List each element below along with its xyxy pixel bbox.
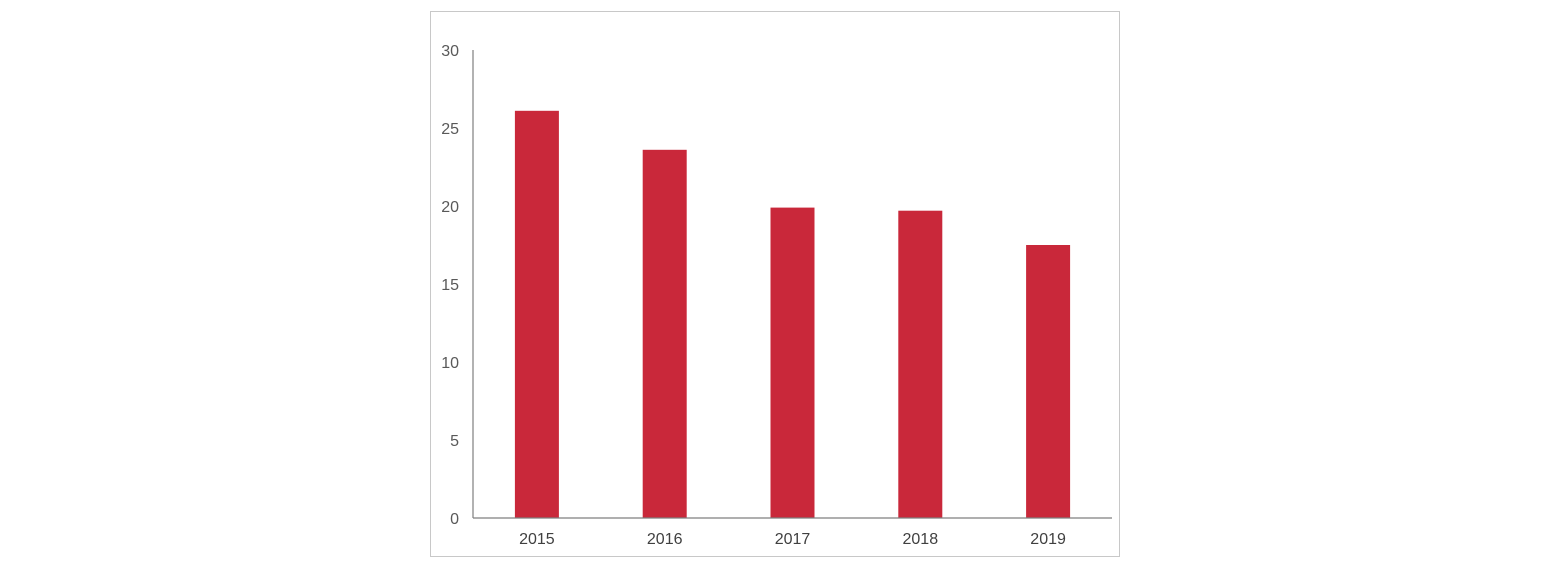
bar-2015 xyxy=(514,110,559,519)
y-axis-ticks: 0 5 10 15 20 25 30 xyxy=(441,43,459,528)
bars-layer xyxy=(514,110,1071,519)
x-tick-label: 2016 xyxy=(647,531,683,548)
y-tick-label: 20 xyxy=(441,199,459,216)
bar-2016 xyxy=(642,149,687,519)
y-tick-label: 15 xyxy=(441,277,459,294)
y-tick-label: 5 xyxy=(450,433,459,450)
y-tick-label: 10 xyxy=(441,355,459,372)
x-tick-label: 2019 xyxy=(1030,531,1066,548)
bar-2017 xyxy=(770,207,815,518)
x-tick-label: 2015 xyxy=(519,531,555,548)
y-tick-label: 25 xyxy=(441,121,459,138)
y-tick-label: 30 xyxy=(441,43,459,60)
x-tick-label: 2018 xyxy=(903,531,939,548)
bar-2019 xyxy=(1026,245,1071,518)
x-axis-ticks: 2015 2016 2017 2018 2019 xyxy=(519,531,1066,548)
bar-2018 xyxy=(898,210,943,518)
x-tick-label: 2017 xyxy=(775,531,811,548)
y-tick-label: 0 xyxy=(450,511,459,528)
